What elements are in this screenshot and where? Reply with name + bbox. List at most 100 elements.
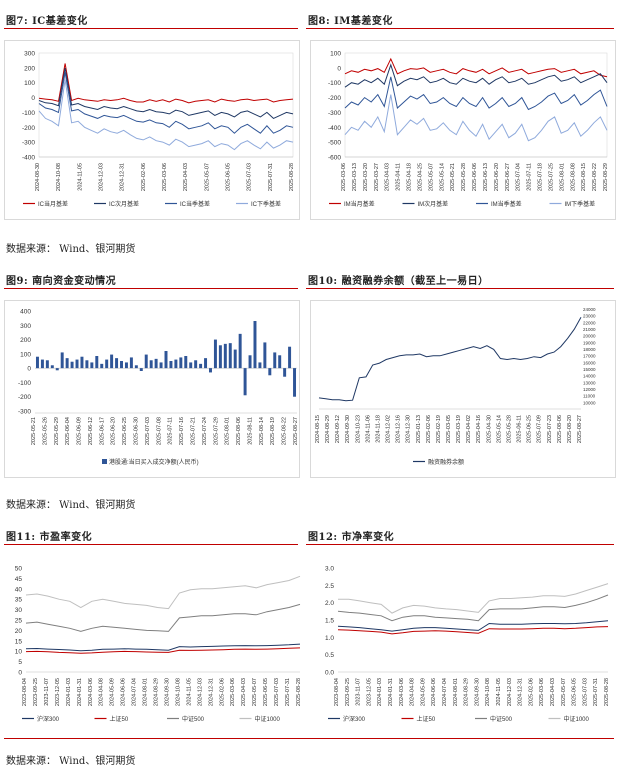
y-tick-label: 10000 bbox=[583, 400, 596, 405]
x-tick-label: 2024-08-01 bbox=[453, 678, 459, 706]
series-line bbox=[338, 583, 609, 614]
y-tick-label: 22000 bbox=[583, 320, 596, 325]
legend-label: 中证500 bbox=[490, 715, 513, 723]
bar bbox=[243, 368, 247, 396]
y-tick-label: 25 bbox=[15, 618, 23, 625]
x-tick-label: 2025-04-18 bbox=[407, 163, 413, 191]
x-tick-label: 2025-03-20 bbox=[363, 163, 369, 191]
bar bbox=[75, 359, 79, 369]
x-tick-label: 2025-03-05 bbox=[446, 415, 452, 443]
x-tick-label: 2024-08-29 bbox=[154, 678, 160, 706]
x-tick-label: 2025-03-13 bbox=[352, 163, 358, 191]
y-tick-label: -600 bbox=[328, 155, 341, 162]
x-tick-label: 2025-02-06 bbox=[426, 415, 432, 443]
x-tick-label: 2023-12-05 bbox=[366, 678, 372, 706]
y-tick-label: -300 bbox=[328, 110, 341, 117]
x-tick-label: 2025-06-09 bbox=[77, 417, 83, 445]
x-tick-label: 2024-03-06 bbox=[88, 678, 94, 706]
caption-rule bbox=[4, 288, 298, 289]
legend-label: 融资融券余额 bbox=[428, 458, 464, 466]
series-line bbox=[344, 63, 608, 88]
y-tick-label: 400 bbox=[20, 309, 31, 316]
legend-label: 中证1000 bbox=[564, 715, 590, 723]
x-tick-label: 2025-03-06 bbox=[230, 678, 236, 706]
bar bbox=[169, 361, 173, 369]
x-tick-label: 2024-12-31 bbox=[518, 678, 524, 706]
legend-label: 沪深300 bbox=[37, 715, 60, 723]
x-tick-label: 2024-08-01 bbox=[143, 678, 149, 706]
y-tick-label: -100 bbox=[22, 110, 35, 117]
bar bbox=[233, 349, 237, 369]
y-tick-label: 13000 bbox=[583, 380, 596, 385]
legend-label: 沪深300 bbox=[343, 715, 366, 723]
series-line bbox=[25, 575, 301, 610]
y-tick-label: -200 bbox=[328, 95, 341, 102]
x-tick-label: 2024-10-08 bbox=[56, 163, 62, 191]
series-line bbox=[337, 594, 609, 622]
y-tick-label: 2.0 bbox=[325, 600, 334, 607]
x-tick-label: 2025-08-01 bbox=[559, 163, 565, 191]
figure-12-caption: 图12: 市净率变化 bbox=[308, 532, 395, 543]
margin-balance-chart: 2024-08-15 2024-08-29 2024-09-12 2024-09-30… bbox=[315, 307, 596, 466]
legend-label: IC下季基差 bbox=[251, 200, 281, 208]
x-tick-label: 2025-08-22 bbox=[282, 417, 288, 445]
x-tick-label: 2024-06-06 bbox=[431, 678, 437, 706]
x-tick-label: 2025-07-31 bbox=[268, 163, 274, 191]
figure-9-caption: 图9: 南向资金变动情况 bbox=[6, 276, 117, 287]
bar bbox=[95, 356, 99, 369]
y-tick-label: 100 bbox=[20, 351, 31, 358]
x-tick-label: 2024-08-15 bbox=[315, 415, 321, 443]
y-tick-label: -300 bbox=[18, 409, 31, 416]
bar bbox=[115, 358, 119, 369]
bar bbox=[105, 359, 109, 369]
series-line bbox=[344, 94, 608, 142]
y-tick-label: 20 bbox=[15, 628, 23, 635]
y-tick-label: 10 bbox=[15, 649, 23, 656]
y-tick-label: 3.0 bbox=[325, 566, 334, 573]
x-tick-label: 2024-05-09 bbox=[420, 678, 426, 706]
y-tick-label: 1.5 bbox=[325, 618, 334, 625]
y-tick-label: 21000 bbox=[583, 327, 596, 332]
bar bbox=[223, 343, 227, 369]
x-tick-label: 2024-08-29 bbox=[464, 678, 470, 706]
bar bbox=[124, 362, 128, 369]
x-tick-label: 2025-07-23 bbox=[547, 415, 553, 443]
x-tick-label: 2025-07-11 bbox=[168, 417, 174, 445]
x-tick-label: 2025-06-11 bbox=[517, 415, 523, 443]
x-tick-label: 2023-08-04 bbox=[22, 678, 28, 706]
x-tick-label: 2025-08-27 bbox=[293, 417, 299, 445]
bar bbox=[283, 368, 287, 377]
x-tick-label: 2025-08-27 bbox=[577, 415, 583, 443]
x-tick-label: 2024-01-31 bbox=[388, 678, 394, 706]
x-tick-label: 2025-03-06 bbox=[341, 163, 347, 191]
y-tick-label: 300 bbox=[24, 51, 35, 58]
x-tick-label: 2025-03-19 bbox=[456, 415, 462, 443]
x-tick-label: 2025-08-08 bbox=[570, 163, 576, 191]
y-tick-label: 200 bbox=[24, 65, 35, 72]
legend-swatch bbox=[102, 459, 107, 464]
x-tick-label: 2025-05-28 bbox=[506, 415, 512, 443]
x-tick-label: 2023-11-07 bbox=[44, 678, 50, 706]
bar bbox=[268, 368, 272, 376]
x-tick-label: 2025-04-03 bbox=[241, 678, 247, 706]
figure-10-caption: 图10: 融资融券余额（截至上一易日） bbox=[308, 276, 489, 287]
x-tick-label: 2024-10-08 bbox=[175, 678, 181, 706]
y-tick-label: 45 bbox=[15, 576, 23, 583]
bar bbox=[263, 342, 267, 369]
bar bbox=[278, 355, 282, 369]
legend-label: 上证50 bbox=[417, 715, 436, 723]
bar bbox=[184, 356, 188, 369]
x-tick-label: 2025-08-11 bbox=[247, 417, 253, 445]
y-tick-label: 5 bbox=[18, 659, 22, 666]
figure-11-caption: 图11: 市盈率变化 bbox=[6, 532, 93, 543]
legend-label: IM当季基差 bbox=[491, 200, 522, 208]
x-tick-label: 2024-11-06 bbox=[365, 415, 371, 443]
x-tick-label: 2025-03-27 bbox=[374, 163, 380, 191]
x-tick-label: 2025-04-16 bbox=[476, 415, 482, 443]
x-tick-label: 2025-07-31 bbox=[285, 678, 291, 706]
y-tick-label: -400 bbox=[328, 125, 341, 132]
x-tick-label: 2023-09-25 bbox=[33, 678, 39, 706]
x-tick-label: 2025-07-16 bbox=[179, 417, 185, 445]
bar bbox=[45, 360, 49, 369]
